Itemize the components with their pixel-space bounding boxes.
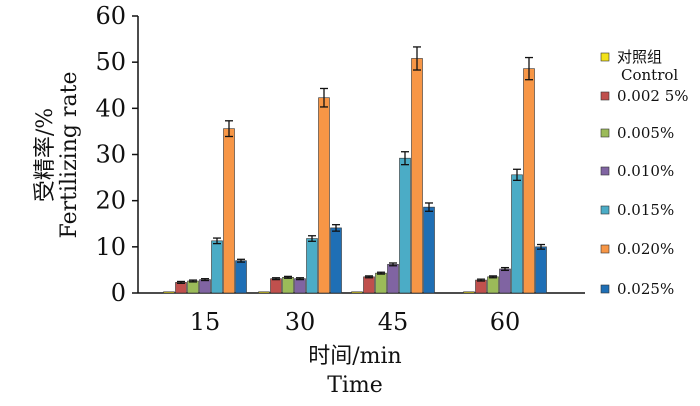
bar (199, 279, 211, 294)
bar (187, 280, 199, 294)
bar (235, 260, 247, 294)
bar (175, 282, 187, 294)
legend-swatch (600, 52, 610, 62)
y-ticks: 0 10 20 30 40 50 60 (95, 2, 138, 307)
legend-swatch (600, 128, 610, 138)
bars (163, 46, 547, 294)
x-tick-label: 60 (490, 308, 521, 336)
y-tick-label: 0 (111, 279, 126, 307)
bar (511, 174, 523, 294)
legend-label-en: Control (621, 66, 678, 84)
bar (363, 276, 375, 294)
bar (163, 291, 175, 294)
bar (351, 291, 363, 294)
bar (499, 268, 511, 294)
y-tick-label: 40 (95, 94, 126, 122)
bar (294, 278, 306, 294)
y-tick-label: 30 (95, 141, 126, 169)
bar (270, 278, 282, 294)
bar (523, 68, 535, 294)
x-axis-label-cn: 时间/min (308, 344, 401, 369)
legend-swatch (600, 91, 610, 101)
bar (475, 279, 487, 294)
bar (211, 240, 223, 294)
legend-swatch (600, 244, 610, 254)
legend-label: 0.002 5% (617, 87, 689, 105)
bar (258, 291, 270, 294)
bar (535, 246, 547, 294)
legend-label: 0.025% (617, 280, 674, 298)
y-axis-label: 受精率/% Fertilizing rate (33, 72, 82, 239)
legend-swatch (600, 205, 610, 215)
x-tick-label: 30 (285, 308, 316, 336)
y-tick-label: 50 (95, 48, 126, 76)
bar (411, 58, 423, 294)
bar (375, 272, 387, 294)
bar (223, 128, 235, 294)
bar (330, 227, 342, 294)
y-tick-label: 60 (95, 2, 126, 30)
bar (306, 238, 318, 294)
bar (387, 264, 399, 294)
y-tick-label: 10 (95, 233, 126, 261)
bar (423, 206, 435, 294)
x-ticks: 15 30 45 60 (190, 308, 521, 336)
x-tick-label: 15 (190, 308, 221, 336)
legend-label: 0.020% (617, 240, 674, 258)
legend-swatch (600, 166, 610, 176)
legend-label: 0.010% (617, 162, 674, 180)
bar (399, 157, 411, 294)
bar (487, 276, 499, 294)
x-axis-label-en: Time (327, 373, 383, 398)
legend-label: 0.015% (617, 201, 674, 219)
legend-label: 对照组 (617, 48, 662, 66)
bar (282, 277, 294, 294)
bar (318, 97, 330, 294)
legend-label: 0.005% (617, 124, 674, 142)
bar (463, 291, 475, 294)
x-tick-label: 45 (378, 308, 409, 336)
y-axis-label-cn: 受精率/% (33, 108, 58, 202)
y-tick-label: 20 (95, 187, 126, 215)
legend-swatch (600, 284, 610, 294)
y-axis-label-en: Fertilizing rate (57, 72, 82, 239)
